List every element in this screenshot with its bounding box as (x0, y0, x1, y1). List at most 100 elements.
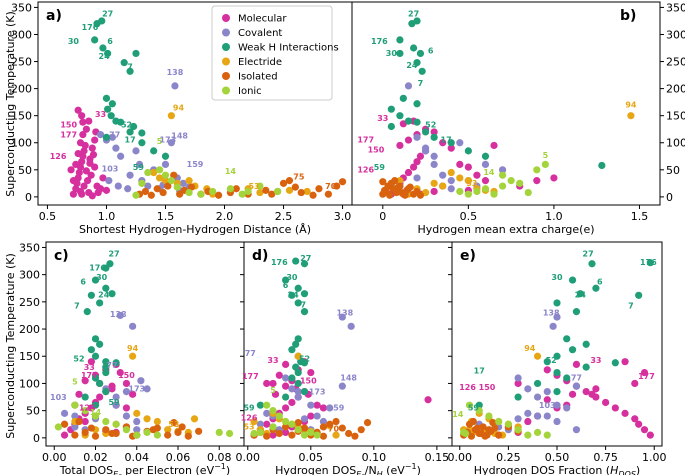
data-point-covalent (179, 179, 187, 187)
data-point-molecular (263, 379, 271, 388)
data-point-covalent (282, 374, 290, 382)
point-annotation: 176 (371, 37, 388, 46)
data-point-isolated (262, 186, 270, 194)
point-annotation: 126 (79, 404, 96, 413)
data-point-ionic (263, 401, 271, 409)
data-point-weak-h-interactions (413, 100, 421, 108)
data-point-isolated (319, 423, 328, 431)
data-point-weak-h-interactions (87, 291, 95, 299)
panel-label: b) (620, 8, 636, 24)
point-annotation: 14 (225, 167, 237, 176)
data-point-ionic (524, 188, 532, 197)
data-point-molecular (87, 358, 95, 366)
x-tick-label: 0.00 (448, 451, 473, 464)
y-tick-label: 50 (18, 164, 32, 177)
data-point-ionic (541, 160, 549, 168)
data-point-molecular (640, 426, 649, 434)
x-axis-label-part: ) (636, 464, 640, 475)
data-point-ionic (485, 412, 493, 420)
point-annotation: 5 (270, 386, 276, 395)
data-point-molecular (75, 390, 83, 398)
x-tick-label: 0.75 (593, 451, 618, 464)
point-annotation: 177 (638, 372, 655, 381)
y-tick-label: 100 (666, 137, 685, 150)
x-axis-label-part: −1 (405, 462, 417, 471)
data-point-isolated (392, 188, 401, 197)
data-point-ionic (524, 431, 532, 439)
data-point-isolated (380, 186, 389, 194)
data-point-weak-h-interactions (98, 17, 106, 25)
data-point-molecular (75, 168, 83, 177)
data-point-molecular (78, 112, 86, 120)
panel-e: 0.00 0.25 0.50 0.75 1.00 e) Hydrogen DOS Fract… (448, 241, 666, 475)
data-point-molecular (572, 360, 581, 368)
data-point-isolated (170, 419, 178, 427)
point-annotation: 150 (60, 121, 77, 130)
data-point-ionic (495, 417, 503, 426)
data-point-molecular (263, 420, 271, 428)
data-point-molecular (80, 182, 88, 190)
point-annotation: 14 (90, 408, 102, 417)
panel-label: d) (252, 248, 268, 264)
data-point-molecular (271, 390, 280, 398)
data-point-weak-h-interactions (300, 290, 309, 298)
legend-label: Electride (238, 57, 282, 68)
point-annotation: 24 (288, 290, 300, 299)
data-point-isolated (275, 429, 283, 438)
data-point-weak-h-interactions (288, 374, 296, 382)
data-point-electride (627, 112, 635, 120)
point-annotation: 7 (628, 301, 634, 310)
data-point-weak-h-interactions (294, 379, 302, 388)
data-point-isolated (170, 171, 178, 179)
data-point-ionic (112, 420, 120, 428)
x-axis-label-part: E (113, 470, 119, 475)
data-point-weak-h-interactions (108, 100, 116, 108)
y-tick-label: 150 (19, 350, 40, 363)
data-point-weak-h-interactions (514, 393, 522, 401)
data-point-molecular (81, 377, 89, 385)
data-point-weak-h-interactions (646, 259, 654, 267)
data-point-covalent (421, 147, 430, 155)
data-point-covalent (543, 412, 551, 420)
data-point-weak-h-interactions (475, 401, 483, 409)
point-annotation: 70 (328, 424, 340, 433)
data-point-covalent (122, 412, 131, 420)
data-point-molecular (621, 409, 629, 417)
point-annotation: 7 (300, 300, 306, 309)
data-point-molecular (102, 186, 111, 194)
data-point-ionic (269, 423, 277, 431)
point-annotation: 27 (408, 10, 419, 19)
point-annotation: 52 (546, 356, 557, 365)
point-annotation: 70 (325, 182, 337, 191)
data-point-weak-h-interactions (161, 152, 170, 160)
point-annotation: 24 (575, 290, 587, 299)
point-annotation: 138 (543, 308, 560, 317)
data-point-weak-h-interactions (543, 358, 551, 366)
data-point-weak-h-interactions (108, 290, 116, 298)
point-annotation: 5 (543, 151, 549, 160)
point-annotation: 52 (121, 121, 132, 130)
point-annotation: 52 (73, 355, 84, 364)
scatter-points (460, 259, 654, 440)
data-point-covalent (543, 388, 551, 396)
data-point-weak-h-interactions (300, 308, 309, 316)
data-point-weak-h-interactions (91, 401, 100, 409)
data-point-electride (256, 188, 264, 197)
data-point-weak-h-interactions (138, 139, 146, 147)
data-point-isolated (164, 182, 172, 190)
point-annotation: 27 (583, 250, 594, 259)
data-point-molecular (74, 106, 82, 114)
data-point-covalent (439, 171, 447, 179)
data-point-ionic (91, 412, 100, 420)
point-annotation: 5 (157, 137, 163, 146)
data-point-molecular (129, 390, 137, 398)
data-point-covalent (553, 313, 561, 321)
data-point-molecular (481, 177, 490, 185)
data-point-covalent (122, 388, 131, 396)
data-point-isolated (263, 432, 271, 440)
data-point-isolated (469, 417, 477, 426)
x-axis-label: Hydrogen DOS Fraction (HDOS) (474, 464, 640, 475)
data-point-ionic (498, 182, 507, 190)
